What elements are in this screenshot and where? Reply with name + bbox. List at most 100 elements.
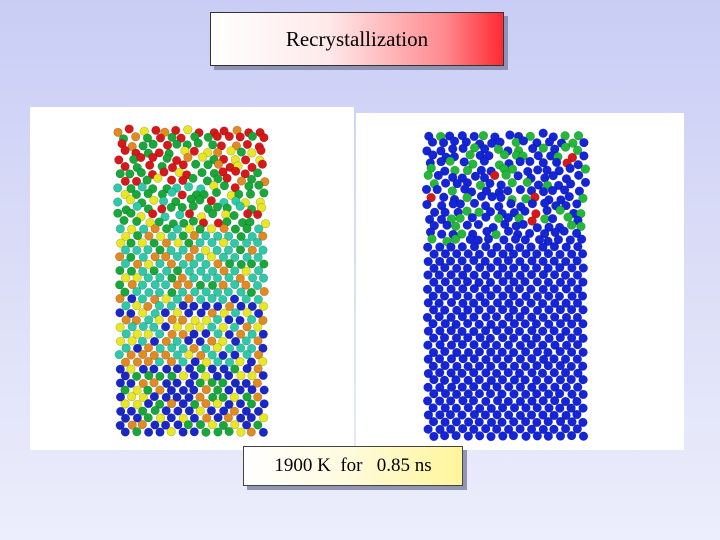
atom: [578, 333, 588, 344]
atom: [178, 329, 188, 339]
atom: [435, 340, 445, 350]
atom: [202, 176, 212, 186]
atom: [132, 385, 142, 395]
atom: [440, 417, 450, 427]
atom: [178, 371, 189, 381]
atom: [178, 427, 188, 437]
atom: [150, 224, 160, 234]
atom: [543, 416, 553, 427]
atom: [508, 249, 519, 259]
atom: [561, 410, 571, 421]
atom: [155, 371, 165, 381]
atom: [550, 312, 560, 322]
atom: [236, 427, 246, 437]
atom: [515, 184, 526, 195]
atom: [115, 308, 125, 318]
atom: [428, 291, 438, 301]
atom: [440, 207, 450, 218]
atom: [434, 256, 445, 267]
atom: [555, 375, 566, 385]
atom: [498, 361, 508, 371]
atom: [480, 410, 491, 420]
atom: [459, 157, 469, 167]
atom: [120, 371, 130, 381]
atom: [422, 312, 433, 323]
atom: [446, 242, 456, 252]
atom: [259, 259, 269, 269]
atom: [526, 410, 537, 420]
atom: [422, 199, 432, 210]
atom: [247, 131, 257, 141]
atom: [573, 131, 584, 141]
atom: [161, 406, 171, 416]
atom: [236, 176, 247, 186]
atom: [188, 216, 198, 226]
atom: [224, 399, 234, 410]
atom: [246, 259, 257, 269]
atom: [167, 315, 177, 325]
atom: [549, 326, 559, 336]
atom: [208, 209, 218, 219]
atom: [528, 143, 538, 154]
atom: [223, 245, 234, 255]
atom: [476, 191, 487, 202]
atom: [572, 298, 583, 308]
atom: [526, 270, 537, 280]
atom: [573, 326, 583, 337]
atom: [509, 361, 520, 371]
atom: [567, 319, 577, 329]
atom: [219, 406, 229, 416]
atom: [497, 347, 507, 357]
atom: [515, 256, 525, 267]
atom: [533, 165, 543, 175]
atom: [241, 266, 251, 276]
atom: [428, 319, 438, 329]
atom: [167, 175, 177, 185]
atom: [434, 298, 444, 308]
atom: [515, 396, 526, 407]
atom: [235, 201, 245, 211]
atom: [446, 354, 457, 364]
atom: [547, 213, 558, 224]
atom: [578, 263, 589, 273]
atom: [189, 385, 199, 395]
atom: [509, 417, 519, 427]
atom: [242, 420, 252, 430]
atom: [191, 159, 201, 169]
atom: [138, 252, 148, 262]
atom: [154, 357, 164, 367]
atom: [162, 364, 172, 374]
atom: [572, 396, 582, 407]
atom: [422, 242, 433, 252]
atom: [469, 143, 480, 153]
atom: [486, 417, 497, 427]
atom: [507, 164, 518, 174]
atom: [138, 321, 148, 332]
atom: [213, 301, 223, 311]
atom: [175, 210, 185, 220]
atom: [566, 220, 577, 230]
atom: [258, 273, 269, 283]
atom: [115, 265, 125, 276]
atom: [189, 427, 199, 437]
atom: [532, 347, 543, 357]
atom: [481, 354, 491, 365]
atom: [219, 238, 229, 248]
atom: [503, 367, 514, 378]
atom: [514, 298, 525, 308]
atom: [201, 371, 211, 382]
atom: [532, 403, 542, 413]
atom: [436, 156, 446, 167]
atom: [190, 399, 200, 410]
atom: [538, 410, 548, 420]
atom: [179, 218, 189, 228]
atom: [161, 392, 171, 402]
atom: [510, 234, 521, 244]
atom: [492, 242, 502, 252]
atom: [539, 228, 550, 239]
atom: [212, 131, 222, 141]
atom: [211, 187, 222, 198]
atom: [178, 301, 188, 311]
atom: [143, 301, 153, 311]
atom: [435, 326, 445, 336]
